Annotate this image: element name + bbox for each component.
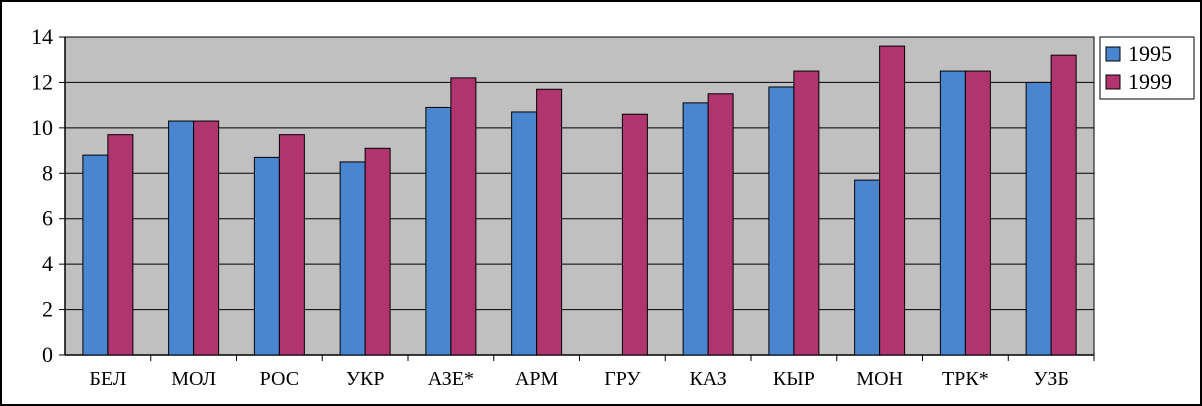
y-tick-label: 14 — [31, 24, 53, 49]
x-tick-label: МОЛ — [171, 368, 216, 390]
legend-swatch — [1105, 46, 1121, 62]
bar-1999 — [879, 45, 906, 356]
bar-1999 — [707, 93, 734, 356]
bar-1995 — [511, 111, 538, 356]
bar-1995 — [939, 70, 966, 356]
x-tick-label: АРМ — [515, 368, 559, 390]
bar-1995 — [82, 154, 109, 356]
bar-1999 — [1050, 54, 1077, 356]
bar-1999 — [621, 113, 648, 356]
bar-1999 — [450, 77, 477, 356]
bar-1999 — [193, 120, 220, 356]
y-tick-label: 4 — [42, 251, 53, 276]
bar-1995 — [425, 106, 452, 356]
x-tick-label: ТРК* — [942, 368, 989, 390]
legend-label: 1999 — [1128, 69, 1172, 94]
legend-label: 1995 — [1128, 41, 1172, 66]
x-tick-label: РОС — [260, 368, 299, 390]
bar-1995 — [253, 156, 280, 356]
bar-1995 — [339, 161, 366, 356]
y-tick-label: 10 — [31, 115, 53, 140]
plot-area — [64, 36, 1095, 356]
bar-1999 — [536, 88, 563, 356]
x-tick-label: УЗБ — [1033, 368, 1068, 390]
bar-1999 — [964, 70, 991, 356]
bar-1995 — [1025, 81, 1052, 356]
x-tick-label: КАЗ — [689, 368, 726, 390]
x-tick-label: БЕЛ — [89, 368, 126, 390]
bar-1999 — [278, 134, 305, 356]
bar-1999 — [107, 134, 134, 356]
x-tick-label: ГРУ — [604, 368, 641, 390]
x-tick-label: КЫР — [773, 368, 815, 390]
bar-1999 — [793, 70, 820, 356]
y-tick-label: 2 — [42, 297, 53, 322]
bar-1995 — [768, 86, 795, 356]
x-tick-label: АЗЕ* — [428, 368, 474, 390]
bar-1995 — [682, 102, 709, 356]
y-tick-label: 0 — [42, 342, 53, 367]
bar-1995 — [854, 179, 881, 356]
y-tick-label: 8 — [42, 160, 53, 185]
y-tick-label: 12 — [31, 69, 53, 94]
bar-1999 — [364, 147, 391, 356]
bar-1995 — [168, 120, 195, 356]
legend-swatch — [1105, 74, 1121, 90]
y-tick-label: 6 — [42, 206, 53, 231]
x-tick-label: МОН — [856, 368, 903, 390]
x-tick-label: УКР — [346, 368, 385, 390]
